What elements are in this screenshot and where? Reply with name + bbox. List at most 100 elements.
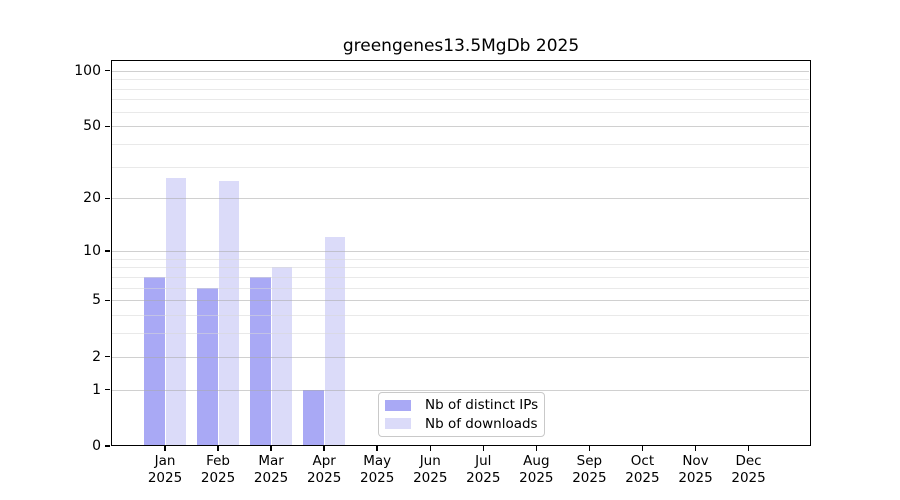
gridline-minor: [112, 258, 809, 260]
legend-swatch-ips-icon: [385, 399, 411, 411]
y-tick-label: 5: [92, 292, 101, 309]
y-tick-mark: [105, 69, 110, 72]
x-tick-mark: [641, 446, 644, 451]
x-tick-year: 2025: [200, 470, 236, 486]
x-tick-year: 2025: [413, 470, 448, 486]
gridline-minor: [112, 333, 809, 335]
gridline-minor: [112, 267, 809, 269]
x-tick-year: 2025: [306, 470, 342, 486]
x-tick-month: Jun: [419, 453, 441, 469]
x-tick-mark: [747, 446, 750, 451]
x-tick-month: Feb: [206, 453, 230, 469]
y-tick-mark: [105, 250, 110, 252]
bar-distinct-ips-jan-2025: [144, 276, 165, 446]
y-tick-mark: [105, 197, 110, 200]
x-tick-year: 2025: [360, 470, 395, 486]
x-tick-label: Sep 2025: [557, 453, 621, 487]
x-tick-mark: [588, 446, 591, 451]
x-tick-label: Apr 2025: [292, 453, 356, 487]
x-tick-month: Aug: [523, 453, 550, 469]
x-tick-year: 2025: [253, 470, 289, 486]
x-tick-mark: [323, 446, 325, 451]
bar-distinct-ips-mar-2025: [250, 276, 271, 446]
x-tick-month: Mar: [258, 453, 284, 469]
x-tick-label: Aug 2025: [504, 453, 568, 487]
legend-label-downloads: Nb of downloads: [425, 415, 538, 432]
x-tick-mark: [217, 446, 219, 451]
x-tick-label: Oct 2025: [610, 453, 674, 487]
y-tick-label: 100: [74, 62, 101, 79]
y-tick-mark: [105, 299, 110, 302]
gridline-minor: [112, 99, 809, 101]
bar-downloads-apr-2025: [324, 237, 346, 446]
gridline-major: [112, 300, 809, 302]
bar-downloads-mar-2025: [271, 267, 293, 446]
y-tick-label: 50: [83, 118, 101, 135]
gridline-minor: [112, 315, 809, 317]
x-tick-month: Oct: [630, 453, 655, 469]
gridline-minor: [112, 166, 809, 168]
x-tick-label: Dec 2025: [717, 453, 781, 487]
legend: Nb of distinct IPs Nb of downloads: [378, 392, 545, 437]
chart-title: greengenes13.5MgDb 2025: [342, 36, 580, 56]
bar-downloads-feb-2025: [218, 181, 240, 446]
gridline-major: [112, 389, 809, 391]
x-tick-year: 2025: [625, 470, 660, 486]
x-tick-year: 2025: [731, 470, 766, 486]
bar-distinct-ips-apr-2025: [303, 389, 324, 446]
x-tick-label: Feb 2025: [186, 453, 250, 487]
x-tick-year: 2025: [519, 470, 554, 486]
x-tick-label: Jun 2025: [398, 453, 462, 487]
y-tick-label: 20: [83, 190, 101, 207]
bar-downloads-jan-2025: [165, 177, 186, 446]
y-tick-label: 0: [92, 438, 101, 454]
y-tick-mark: [105, 125, 110, 127]
gridline-major: [112, 126, 809, 128]
x-tick-mark: [429, 446, 431, 451]
y-tick-label: 1: [92, 381, 101, 398]
x-tick-year: 2025: [147, 470, 183, 486]
x-tick-month: May: [363, 453, 392, 469]
x-tick-label: Mar 2025: [239, 453, 303, 487]
x-tick-month: Apr: [312, 453, 336, 469]
legend-item-distinct-ips: Nb of distinct IPs: [385, 397, 538, 413]
x-tick-month: Dec: [735, 453, 762, 469]
x-tick-mark: [694, 446, 697, 451]
x-tick-month: Nov: [682, 453, 709, 469]
y-tick-mark: [105, 355, 110, 358]
x-tick-label: Nov 2025: [664, 453, 728, 487]
y-tick-mark: [105, 388, 110, 391]
x-tick-mark: [482, 446, 485, 451]
gridline-minor: [112, 79, 809, 81]
legend-label-distinct-ips: Nb of distinct IPs: [425, 397, 539, 414]
gridline-minor: [112, 287, 809, 289]
y-tick-label: 10: [83, 242, 101, 259]
x-tick-label: May 2025: [345, 453, 409, 487]
x-tick-month: Jan: [154, 453, 176, 469]
gridline-minor: [112, 111, 809, 113]
gridline-minor: [112, 88, 809, 90]
x-tick-year: 2025: [678, 470, 713, 486]
y-tick-label: 2: [92, 348, 101, 365]
y-tick-mark: [105, 445, 110, 447]
gridline-major: [112, 356, 809, 358]
x-tick-month: Sep: [576, 453, 603, 469]
legend-swatch-downloads-icon: [385, 418, 411, 430]
gridline-major: [112, 250, 809, 252]
gridline-major: [112, 70, 809, 72]
bar-distinct-ips-feb-2025: [197, 287, 218, 446]
x-tick-year: 2025: [466, 470, 501, 486]
x-tick-month: Jul: [475, 453, 492, 469]
x-tick-mark: [164, 446, 166, 451]
x-tick-mark: [270, 446, 272, 451]
x-tick-year: 2025: [572, 470, 607, 486]
gridline-minor: [112, 276, 809, 278]
x-tick-label: Jul 2025: [451, 453, 515, 487]
gridline-major: [112, 198, 809, 200]
x-tick-mark: [535, 446, 538, 451]
x-tick-label: Jan 2025: [133, 453, 197, 487]
gridline-minor: [112, 144, 809, 145]
legend-item-downloads: Nb of downloads: [385, 416, 538, 432]
x-tick-mark: [376, 446, 378, 451]
